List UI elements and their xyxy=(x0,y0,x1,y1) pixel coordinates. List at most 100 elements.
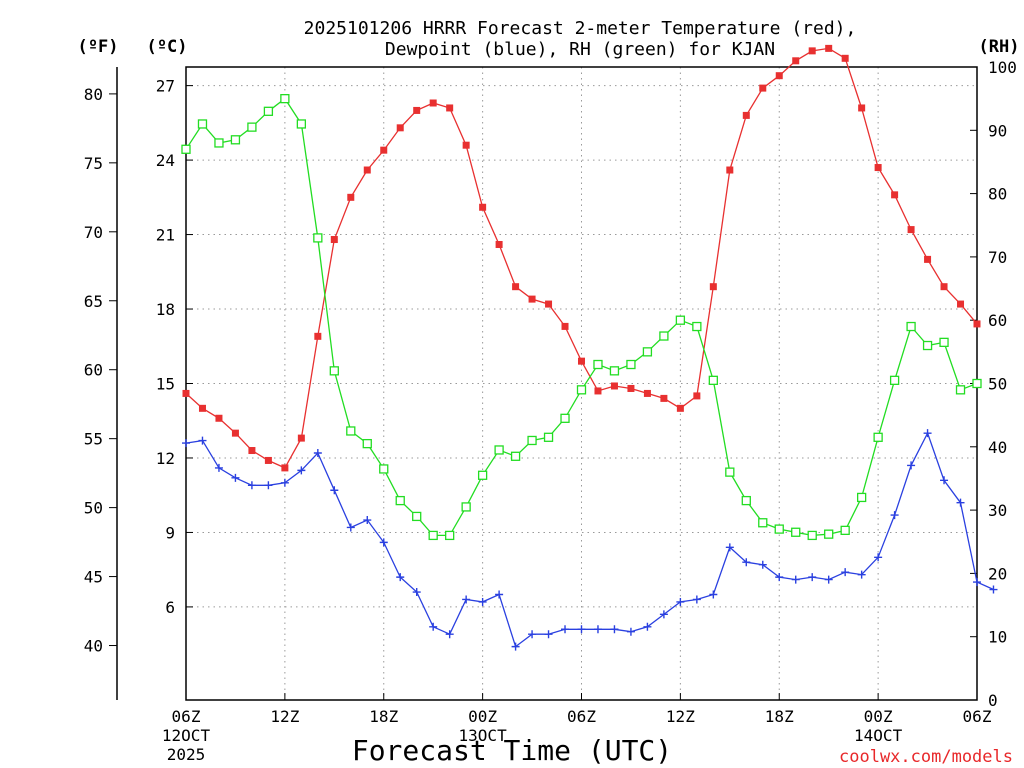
rh-point xyxy=(560,413,570,423)
rh-point xyxy=(329,366,339,376)
dewpoint-point xyxy=(956,498,965,507)
rh-point xyxy=(362,438,372,449)
rh-point xyxy=(807,530,817,541)
temperature-point xyxy=(380,146,388,154)
temperature-point xyxy=(792,57,800,65)
rh-tick-label: 30 xyxy=(988,501,1007,520)
chart-title-line2: Dewpoint (blue), RH (green) for KJAN xyxy=(385,39,775,60)
temperature-point xyxy=(693,392,701,400)
rh-point xyxy=(576,385,587,395)
rh-tick-label: 50 xyxy=(988,375,1007,394)
x-tick-label: 06Z xyxy=(172,707,201,726)
dewpoint-line xyxy=(185,431,994,648)
fahrenheit-unit-label: (ºF) xyxy=(78,37,119,57)
temperature-point xyxy=(347,193,355,201)
rh-point xyxy=(939,337,949,348)
dewpoint-point xyxy=(791,575,800,584)
fahrenheit-tick-label: 55 xyxy=(84,430,103,449)
temperature-point xyxy=(297,434,305,442)
rh-point xyxy=(445,530,455,541)
temperature-point xyxy=(231,429,239,437)
temperature-point xyxy=(676,404,684,412)
temperature-point xyxy=(742,111,750,119)
dewpoint-point xyxy=(247,481,256,490)
dewpoint-point xyxy=(396,573,405,582)
rh-point xyxy=(346,426,356,436)
rh-point xyxy=(428,530,438,541)
celsius-tick-label: 21 xyxy=(156,226,175,245)
x-tick-label: 18Z xyxy=(765,707,794,726)
rh-point xyxy=(593,359,603,370)
dewpoint-point xyxy=(874,553,883,562)
temperature-point xyxy=(627,384,635,392)
rh-point xyxy=(906,321,916,332)
rh-point xyxy=(840,525,850,536)
temperature-point xyxy=(446,104,454,112)
rh-point xyxy=(791,527,801,537)
dewpoint-point xyxy=(610,625,619,634)
dewpoint-point xyxy=(313,449,322,458)
temperature-point xyxy=(709,283,717,291)
celsius-tick-label: 24 xyxy=(156,151,175,170)
rh-point xyxy=(955,385,966,395)
rh-tick-label: 40 xyxy=(988,438,1007,457)
rh-point xyxy=(247,122,257,132)
dewpoint-point xyxy=(841,568,850,577)
rh-point xyxy=(725,467,735,477)
temperature-point xyxy=(610,382,618,390)
rh-tick-label: 10 xyxy=(988,628,1007,647)
temperature-point xyxy=(907,226,915,234)
dewpoint-point xyxy=(379,538,388,547)
fahrenheit-tick-label: 40 xyxy=(84,637,103,656)
dewpoint-point xyxy=(182,439,190,448)
temperature-point xyxy=(726,166,734,174)
temperature-point xyxy=(825,44,833,52)
fahrenheit-tick-label: 50 xyxy=(84,499,103,518)
temperature-point xyxy=(413,106,421,114)
dewpoint-point xyxy=(495,590,504,599)
rh-point xyxy=(741,495,751,506)
grid-lines xyxy=(186,67,977,700)
dewpoint-point xyxy=(989,585,998,594)
rh-point xyxy=(379,464,389,474)
dewpoint-point xyxy=(808,573,817,582)
dewpoint-point xyxy=(462,595,471,604)
dewpoint-point xyxy=(907,461,916,470)
x-tick-label: 12Z xyxy=(666,707,695,726)
rh-point xyxy=(972,378,982,389)
celsius-tick-label: 15 xyxy=(156,375,175,394)
dewpoint-point xyxy=(561,625,570,634)
temperature-point xyxy=(808,47,816,55)
rh-point xyxy=(609,366,620,376)
rh-point xyxy=(313,233,323,243)
rh-tick-label: 100 xyxy=(988,58,1017,77)
temperature-point xyxy=(281,464,289,472)
dewpoint-point xyxy=(824,575,833,584)
dewpoint-point xyxy=(363,516,372,525)
dewpoint-point xyxy=(412,588,421,597)
x-tick-label: 18Z xyxy=(369,707,398,726)
dewpoint-point xyxy=(676,597,685,606)
chart-title-line1: 2025101206 HRRR Forecast 2-meter Tempera… xyxy=(304,18,857,39)
temperature-point xyxy=(924,255,932,263)
temperature-point xyxy=(874,164,882,172)
dewpoint-point xyxy=(742,558,751,567)
temperature-point xyxy=(858,104,866,112)
temperature-point xyxy=(429,99,437,107)
x-tick-label: 12Z xyxy=(270,707,299,726)
rh-point xyxy=(461,502,471,512)
fahrenheit-tick-label: 80 xyxy=(84,85,103,104)
dewpoint-point xyxy=(923,429,932,438)
dewpoint-point xyxy=(214,463,223,472)
dewpoint-point xyxy=(264,481,273,490)
celsius-tick-label: 27 xyxy=(156,77,175,96)
temperature-point xyxy=(643,389,651,397)
rh-point xyxy=(543,432,554,442)
series-rh xyxy=(181,94,982,541)
temperature-point xyxy=(264,456,272,464)
dewpoint-point xyxy=(280,478,289,487)
rh-point xyxy=(412,511,422,522)
temperature-point xyxy=(594,387,602,395)
rh-unit-label: (RH) xyxy=(979,37,1020,57)
